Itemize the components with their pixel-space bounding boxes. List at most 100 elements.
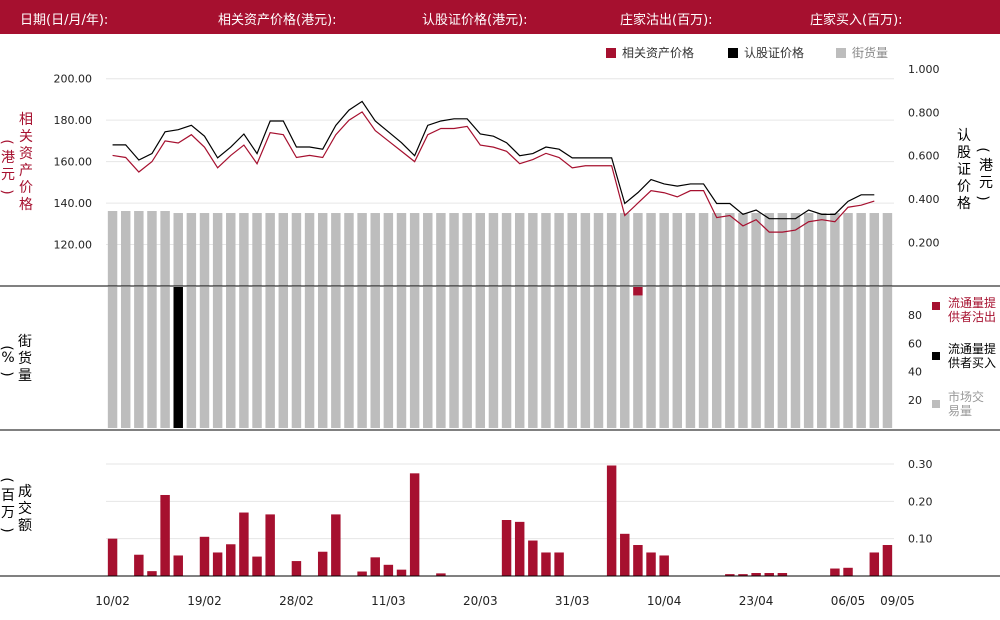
market-volume-bar (817, 287, 827, 428)
market-volume-bar (593, 287, 604, 428)
market-volume-bar (396, 287, 407, 428)
side-legend-market: 市场交易量 (948, 390, 985, 418)
market-volume-bar (147, 287, 157, 428)
turnover-bar (554, 552, 564, 576)
outstanding-bar (449, 213, 459, 286)
market-volume-bar (803, 287, 814, 428)
outstanding-bar (593, 213, 604, 286)
turnover-bar (541, 552, 551, 576)
outstanding-bar (817, 213, 827, 286)
outstanding-bar (751, 213, 761, 286)
market-volume-bar (869, 287, 880, 428)
legend-warrant-label: 认股证价格 (744, 46, 805, 60)
outstanding-bar (633, 213, 643, 286)
legend-asset[interactable]: 相关资产价格 (606, 44, 694, 61)
turnover-bar (357, 571, 367, 576)
market-volume-bar (449, 287, 459, 428)
outstanding-bar (239, 213, 249, 286)
market-volume-bar (672, 287, 683, 428)
left-price-axis-label: 相关资产价格 (19, 112, 33, 213)
outstanding-bar (344, 213, 354, 286)
legend-outstanding[interactable]: 街货量 (836, 44, 888, 61)
x-tick-label: 10/04 (647, 594, 682, 608)
outstanding-bar (199, 213, 210, 286)
market-volume-bar (501, 287, 512, 428)
warrant-price-line (112, 100, 875, 220)
market-volume-bar (436, 287, 446, 428)
outstanding-bar (107, 211, 118, 286)
right-price-tick: 0.600 (908, 150, 940, 163)
market-volume-bar (134, 287, 144, 428)
turnover-bar (134, 554, 144, 576)
x-tick-label: 19/02 (187, 594, 222, 608)
lp-buy-bar (173, 287, 183, 428)
turnover-bar (291, 561, 302, 576)
market-volume-bar (541, 287, 551, 428)
x-tick-label: 23/04 (739, 594, 774, 608)
market-volume-bar (711, 287, 722, 428)
outstanding-tick: 60 (908, 337, 922, 350)
turnover-bar (317, 551, 328, 576)
right-price-tick: 0.200 (908, 237, 940, 250)
turnover-bar (725, 574, 735, 576)
market-volume-bar (738, 287, 748, 428)
legend-asset-swatch (606, 47, 616, 58)
outstanding-bar (331, 213, 341, 286)
market-volume-bar (514, 287, 525, 428)
left-price-unit: 港元 (1, 150, 15, 183)
legend-outstanding-label: 街货量 (852, 46, 889, 60)
volume-axis-label: 成交额 (18, 484, 32, 534)
outstanding-tick: 20 (908, 394, 922, 407)
market-volume-bar (107, 287, 118, 428)
market-volume-bar (698, 287, 709, 428)
turnover-tick: 0.10 (908, 533, 933, 546)
x-tick-label: 11/03 (371, 594, 406, 608)
turnover-bar (751, 573, 761, 576)
market-volume-bar (567, 287, 577, 428)
outstanding-bar (646, 213, 656, 286)
market-volume-bar (252, 287, 262, 428)
market-volume-bar (685, 287, 696, 428)
legend-warrant[interactable]: 认股证价格 (728, 44, 804, 61)
legend-warrant-swatch (728, 47, 738, 58)
outstanding-unit: % (1, 350, 15, 366)
outstanding-bar (304, 213, 315, 286)
market-volume-bar (475, 287, 486, 428)
outstanding-bar (528, 213, 538, 286)
left-price-tick: 160.00 (54, 156, 93, 169)
market-volume-bar (725, 287, 735, 428)
market-volume-bar (620, 287, 630, 428)
turnover-bar (396, 569, 407, 576)
outstanding-bar (147, 211, 157, 286)
outstanding-bar (672, 213, 683, 286)
turnover-bar (199, 536, 210, 576)
market-volume-bar (370, 287, 380, 428)
outstanding-bar (830, 213, 840, 286)
outstanding-bar (370, 213, 380, 286)
side-legend-lp-buy: 流通量提供者买入 (948, 342, 997, 370)
turnover-bar (265, 514, 275, 576)
outstanding-bar (580, 213, 591, 286)
volume-unit: 百万 (1, 488, 15, 521)
outstanding-bar (134, 211, 144, 286)
outstanding-bar (541, 213, 551, 286)
turnover-bar (160, 494, 170, 576)
turnover-bar (436, 573, 446, 576)
market-volume-bar (646, 287, 656, 428)
outstanding-bar (620, 213, 630, 286)
outstanding-bar (173, 213, 183, 286)
turnover-bar (252, 556, 262, 576)
turnover-bar (107, 538, 118, 576)
market-volume-bar (462, 287, 472, 428)
left-price-tick: 120.00 (54, 239, 93, 252)
turnover-bar (239, 512, 249, 576)
turnover-bar (212, 552, 223, 576)
outstanding-bar (462, 213, 472, 286)
market-volume-bar (199, 287, 210, 428)
outstanding-bar (764, 213, 774, 286)
turnover-bar (528, 540, 538, 576)
outstanding-bar (685, 213, 696, 286)
header-bar: 日期(日/月/年): 相关资产价格(港元): 认股证价格(港元): 庄家沽出(百… (0, 0, 1000, 34)
market-volume-bar (751, 287, 761, 428)
turnover-bar (738, 574, 748, 576)
